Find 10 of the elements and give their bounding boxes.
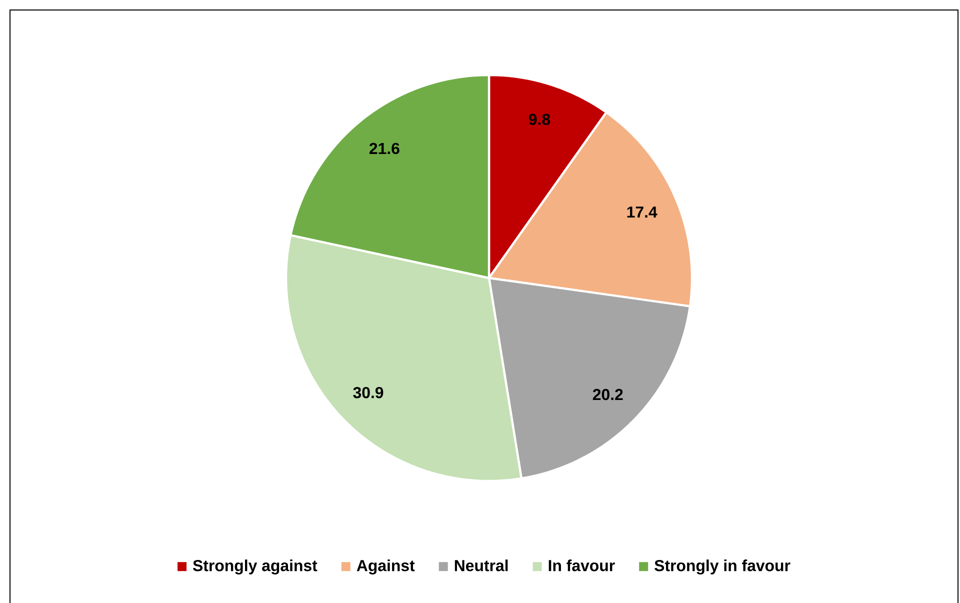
legend-label: Neutral	[454, 560, 508, 572]
legend-label: In favour	[548, 560, 615, 572]
legend-label: Strongly in favour	[654, 560, 790, 574]
data-label: 17.4	[627, 206, 658, 218]
legend-label: Strongly against	[192, 560, 318, 574]
data-label: 30.9	[353, 386, 384, 398]
legend-label: Against	[356, 560, 415, 574]
data-label: 21.6	[369, 142, 400, 154]
data-label: 9.8	[528, 114, 550, 126]
data-label: 20.2	[592, 388, 623, 400]
